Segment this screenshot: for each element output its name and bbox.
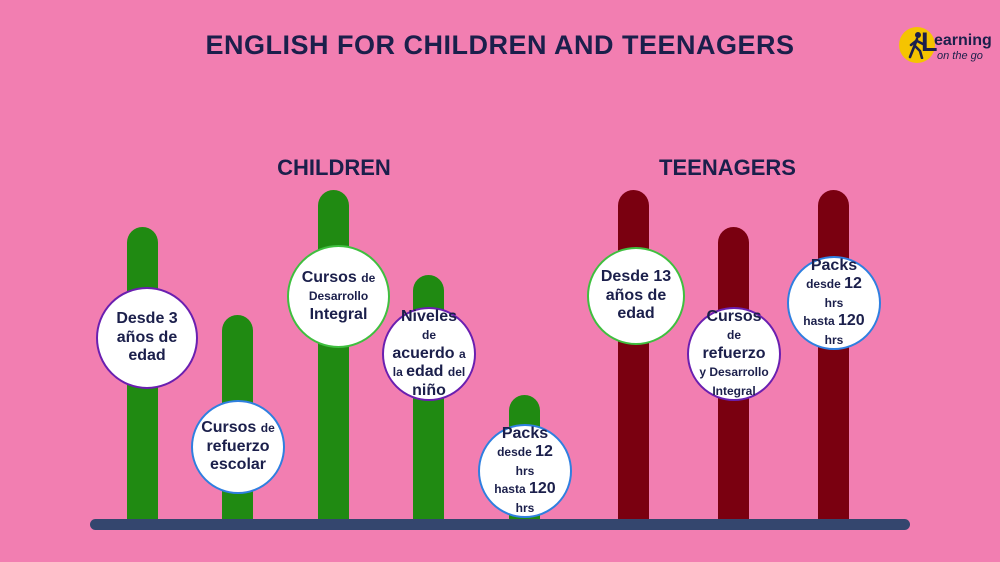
bubble-line: Cursos de bbox=[201, 419, 275, 437]
bubble-text-segment: niño bbox=[412, 381, 446, 399]
bubble-text-segment: escolar bbox=[209, 456, 267, 474]
bubble-text-segment: de bbox=[260, 421, 275, 436]
bubble-text-segment: y Desarrollo bbox=[699, 365, 769, 380]
bubble-text-segment: Packs bbox=[501, 425, 549, 443]
bubble-text-segment: años de bbox=[605, 286, 667, 304]
children-label: CHILDREN bbox=[277, 155, 391, 180]
bubble-line: edad bbox=[116, 347, 177, 365]
bubble-line: Packs bbox=[486, 425, 564, 443]
bubble-line: y Desarrollo bbox=[695, 363, 773, 381]
bubble-text-segment: años de bbox=[116, 328, 178, 346]
teenagers-pillar bbox=[618, 190, 649, 522]
bubble-line: años de bbox=[116, 329, 177, 347]
bubble-text-segment: 120 bbox=[528, 480, 556, 498]
logo-initial: L bbox=[921, 27, 938, 57]
bubble-text-segment: la bbox=[392, 365, 407, 380]
bubble-text-segment: edad bbox=[617, 305, 655, 323]
bubble-text-segment: hrs bbox=[515, 463, 535, 478]
bubble-text-segment: Cursos bbox=[201, 419, 261, 437]
bubble-text-segment: refuerzo bbox=[206, 437, 270, 455]
bubble-line: hrs bbox=[795, 331, 873, 349]
bubble-text-segment: hasta bbox=[494, 482, 529, 497]
bubble-line: la edad del bbox=[390, 363, 468, 381]
teenagers-pillar bbox=[818, 190, 849, 522]
bubble-text-segment: de bbox=[421, 328, 436, 343]
bubble-text-segment: 120 bbox=[837, 312, 865, 330]
bubble-text-segment: Niveles bbox=[400, 308, 458, 326]
bubble-text-segment: Desde 13 bbox=[600, 268, 672, 286]
children-bubble: Niveles de acuerdo a la edad del niño bbox=[382, 307, 476, 401]
bubble-line: Packs bbox=[795, 257, 873, 275]
bubble-line: de refuerzo bbox=[695, 326, 773, 363]
walking-person-icon bbox=[908, 32, 925, 59]
teenagers-label: TEENAGERS bbox=[659, 155, 796, 180]
bubble-line: Integral bbox=[695, 382, 773, 400]
bubble-text-segment: hrs bbox=[824, 295, 844, 310]
bubble-text-segment: a bbox=[459, 346, 466, 361]
teenagers-bubble: Packs desde 12 hrs hasta 120 hrs bbox=[787, 256, 881, 350]
bubble-text-segment: Packs bbox=[810, 257, 858, 275]
bubble-text-segment: edad bbox=[406, 363, 448, 381]
bubble-line: refuerzo bbox=[201, 438, 275, 456]
bubble-text: Desde 3 años de edad bbox=[110, 310, 183, 365]
bubble-text-segment: Integral bbox=[309, 305, 368, 323]
bubble-text-segment: hasta bbox=[803, 314, 838, 329]
bubble-text-segment: desde bbox=[497, 445, 536, 460]
teenagers-bubble: Cursos de refuerzo y Desarrollo Integral bbox=[687, 307, 781, 401]
bubble-text: Niveles de acuerdo a la edad del niño bbox=[384, 308, 474, 400]
bubble-text-segment: del bbox=[447, 365, 466, 380]
brand-logo: L earning on the go bbox=[899, 27, 992, 71]
children-bubble: Packs desde 12 hrs hasta 120 hrs bbox=[478, 424, 572, 518]
page-title: ENGLISH FOR CHILDREN AND TEENAGERS bbox=[205, 30, 795, 60]
children-pillar bbox=[318, 190, 349, 522]
bubble-line: Niveles bbox=[390, 308, 468, 326]
bubble-line: hrs bbox=[486, 499, 564, 517]
bubble-text-segment: Cursos bbox=[301, 268, 362, 286]
bubble-text-segment: Desarrollo bbox=[308, 289, 369, 304]
bubble-text: Packs desde 12 hrs hasta 120 hrs bbox=[480, 425, 570, 517]
bubble-text: Desde 13 años de edad bbox=[595, 268, 677, 323]
bubble-text-segment: Desde 3 bbox=[116, 310, 178, 328]
bubble-line: Cursos bbox=[695, 308, 773, 326]
bubble-line: Desde 13 bbox=[601, 268, 671, 286]
bubble-line: años de bbox=[601, 287, 671, 305]
bubble-text-segment: hrs bbox=[824, 332, 844, 347]
bubble-line: Cursos de bbox=[302, 269, 376, 287]
bubble-text: Cursos de refuerzo y Desarrollo Integral bbox=[689, 308, 779, 400]
bubble-line: Desde 3 bbox=[116, 310, 177, 328]
bubble-text-segment: 12 bbox=[844, 275, 862, 293]
bubble-text: Cursos de Desarrollo Integral bbox=[296, 269, 382, 324]
bubble-text-segment: refuerzo bbox=[702, 344, 766, 362]
children-bubble: Desde 3 años de edad bbox=[96, 287, 198, 389]
bubble-text-segment: hrs bbox=[515, 500, 535, 515]
bubble-text-segment: desde bbox=[806, 277, 845, 292]
bubble-line: Desarrollo bbox=[302, 287, 376, 305]
bubble-text-segment: Cursos bbox=[706, 308, 762, 326]
bubble-text-segment: de bbox=[361, 270, 376, 285]
bubble-line: de acuerdo a bbox=[390, 326, 468, 363]
logo-word: earning bbox=[934, 32, 992, 49]
bubble-text: Cursos de refuerzo escolar bbox=[195, 419, 281, 474]
bubble-line: edad bbox=[601, 305, 671, 323]
bubble-text-segment: Integral bbox=[712, 383, 756, 398]
children-bubble: Cursos de refuerzo escolar bbox=[191, 400, 285, 494]
bubble-line: desde 12 hrs bbox=[795, 275, 873, 312]
bubble-line: niño bbox=[390, 382, 468, 400]
bubble-line: hasta 120 bbox=[795, 312, 873, 330]
bubble-text-segment: acuerdo bbox=[392, 344, 459, 362]
children-bubble: Cursos de Desarrollo Integral bbox=[287, 245, 390, 348]
teenagers-bubble: Desde 13 años de edad bbox=[587, 247, 685, 345]
bubble-line: hasta 120 bbox=[486, 480, 564, 498]
base-line bbox=[90, 519, 910, 530]
bubble-text-segment: 12 bbox=[535, 443, 553, 461]
bubble-line: Integral bbox=[302, 306, 376, 324]
bubble-text-segment: de bbox=[726, 328, 741, 343]
logo-tagline: on the go bbox=[937, 50, 983, 62]
bubble-text: Packs desde 12 hrs hasta 120 hrs bbox=[789, 257, 879, 349]
bubble-text-segment: edad bbox=[128, 347, 166, 365]
bubble-line: escolar bbox=[201, 456, 275, 474]
bubble-line: desde 12 hrs bbox=[486, 443, 564, 480]
